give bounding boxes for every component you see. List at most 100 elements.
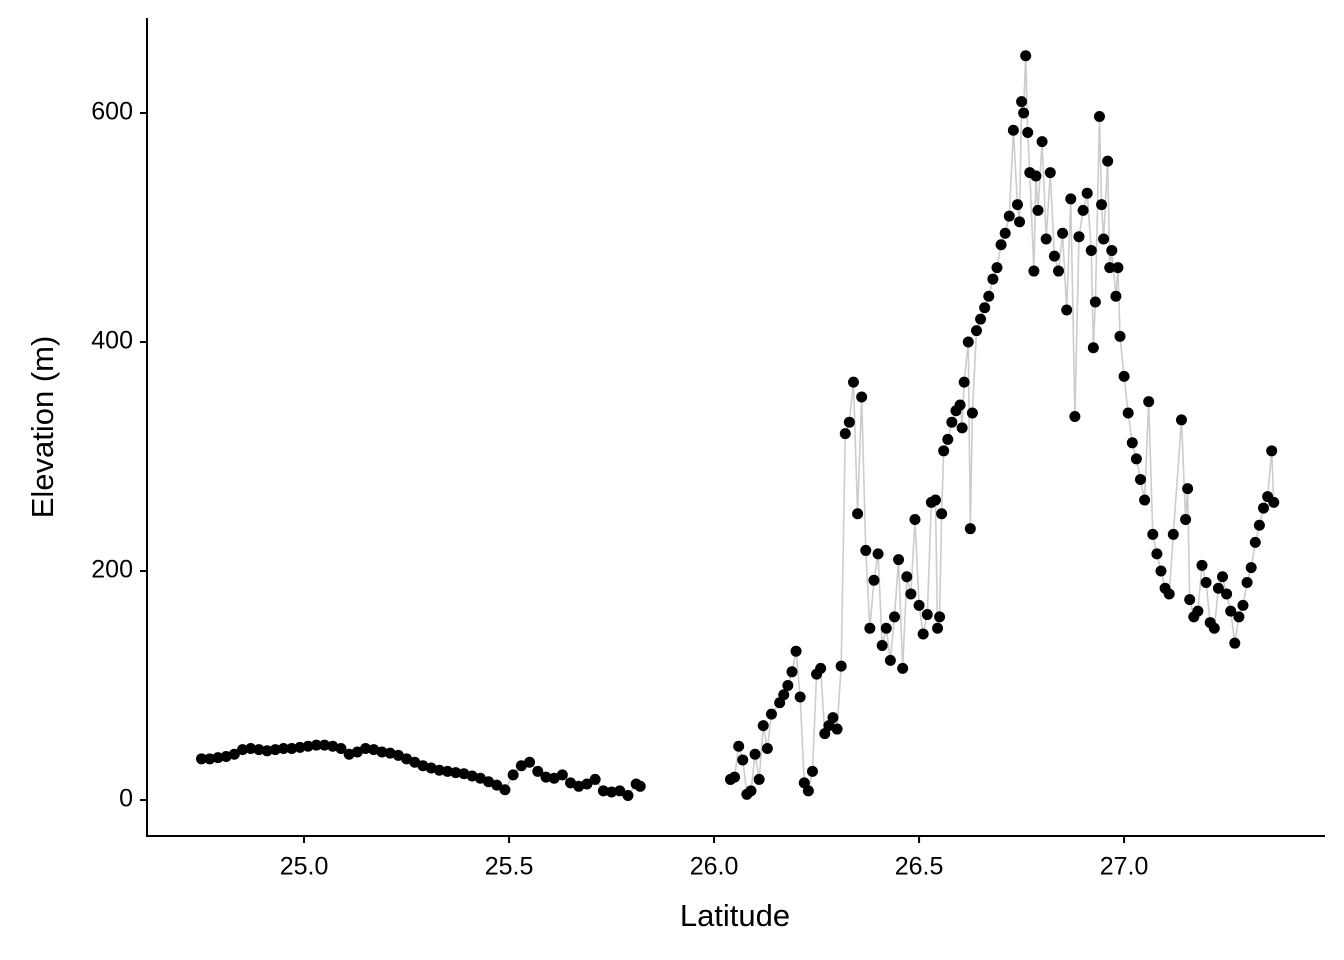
point bbox=[1044, 167, 1056, 179]
point bbox=[975, 313, 987, 325]
point bbox=[237, 744, 249, 756]
point bbox=[802, 785, 814, 797]
point bbox=[204, 753, 216, 765]
point bbox=[1200, 576, 1212, 588]
point bbox=[196, 753, 208, 765]
point bbox=[1073, 231, 1085, 243]
point bbox=[1182, 483, 1194, 495]
point bbox=[1155, 565, 1167, 577]
point bbox=[979, 302, 991, 314]
point bbox=[1192, 605, 1204, 617]
point bbox=[839, 428, 851, 440]
point bbox=[1052, 265, 1064, 277]
point bbox=[1110, 290, 1122, 302]
point bbox=[872, 548, 884, 560]
point bbox=[376, 746, 388, 758]
point bbox=[1028, 265, 1040, 277]
point bbox=[909, 514, 921, 526]
point bbox=[893, 554, 905, 566]
point bbox=[1106, 244, 1118, 256]
point bbox=[1085, 244, 1097, 256]
point bbox=[622, 789, 634, 801]
point bbox=[1048, 250, 1060, 262]
point bbox=[932, 622, 944, 634]
point bbox=[1184, 594, 1196, 606]
point bbox=[228, 748, 240, 760]
point bbox=[958, 376, 970, 388]
point bbox=[532, 765, 544, 777]
point bbox=[991, 262, 1003, 274]
point bbox=[765, 708, 777, 720]
point bbox=[962, 336, 974, 348]
point bbox=[1114, 330, 1126, 342]
point bbox=[934, 611, 946, 623]
point bbox=[278, 743, 290, 755]
point bbox=[1151, 548, 1163, 560]
point bbox=[1016, 96, 1028, 108]
point bbox=[745, 785, 757, 797]
point bbox=[936, 508, 948, 520]
y-tick-label: 600 bbox=[91, 98, 133, 126]
point bbox=[1030, 170, 1042, 182]
point bbox=[319, 739, 331, 751]
point bbox=[1007, 124, 1019, 136]
point bbox=[913, 599, 925, 611]
point bbox=[733, 740, 745, 752]
point bbox=[884, 654, 896, 666]
point bbox=[581, 778, 593, 790]
point bbox=[1093, 110, 1105, 122]
point bbox=[966, 407, 978, 419]
point bbox=[1014, 216, 1026, 228]
x-tick-label: 25.5 bbox=[485, 853, 534, 881]
point bbox=[335, 743, 347, 755]
point bbox=[815, 662, 827, 674]
point bbox=[956, 422, 968, 434]
x-tick-label: 25.0 bbox=[280, 853, 329, 881]
point bbox=[1003, 210, 1015, 222]
point bbox=[929, 494, 941, 506]
point bbox=[450, 767, 462, 779]
point bbox=[499, 784, 511, 796]
point bbox=[1175, 414, 1187, 426]
point bbox=[294, 741, 306, 753]
point bbox=[917, 628, 929, 640]
point bbox=[1061, 304, 1073, 316]
point bbox=[1112, 262, 1124, 274]
point bbox=[1253, 519, 1265, 531]
x-tick-label: 27.0 bbox=[1100, 853, 1149, 881]
point bbox=[782, 680, 794, 692]
point bbox=[589, 773, 601, 785]
point bbox=[1249, 536, 1261, 548]
point bbox=[442, 765, 454, 777]
point bbox=[597, 785, 609, 797]
point bbox=[786, 666, 798, 678]
point bbox=[1096, 199, 1108, 211]
point bbox=[1196, 559, 1208, 571]
point bbox=[970, 325, 982, 337]
point bbox=[1081, 187, 1093, 199]
point bbox=[938, 445, 950, 457]
point bbox=[1212, 582, 1224, 594]
point bbox=[1266, 445, 1278, 457]
point bbox=[1237, 599, 1249, 611]
point bbox=[901, 571, 913, 583]
point bbox=[876, 639, 888, 651]
point bbox=[1208, 622, 1220, 634]
point bbox=[790, 645, 802, 657]
point bbox=[1022, 127, 1034, 139]
connecting-line bbox=[201, 55, 1275, 797]
y-tick-label: 400 bbox=[91, 327, 133, 355]
point bbox=[556, 769, 568, 781]
point bbox=[1057, 227, 1069, 239]
point bbox=[806, 765, 818, 777]
point bbox=[1040, 233, 1052, 245]
point bbox=[1241, 576, 1253, 588]
point bbox=[1036, 136, 1048, 148]
point bbox=[954, 399, 966, 411]
point bbox=[1098, 233, 1110, 245]
point bbox=[864, 622, 876, 634]
point bbox=[1245, 562, 1257, 574]
point bbox=[1069, 410, 1081, 422]
point bbox=[753, 773, 765, 785]
